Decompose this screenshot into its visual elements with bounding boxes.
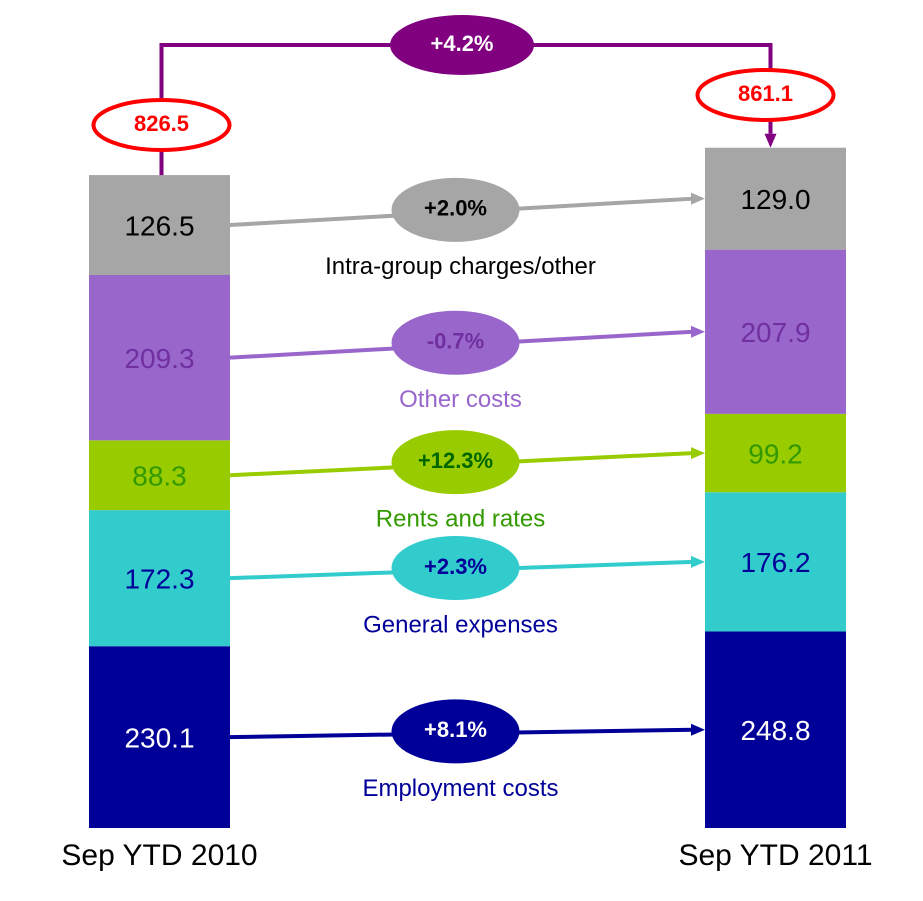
value-label: 88.3 xyxy=(132,461,187,492)
bar-segment xyxy=(89,175,230,275)
arrow-head xyxy=(691,555,705,568)
value-label: 248.8 xyxy=(740,715,810,746)
total-label: 826.5 xyxy=(134,111,189,136)
total-change-bubble xyxy=(390,15,534,75)
series-name: Employment costs xyxy=(362,775,558,802)
total-label: 861.1 xyxy=(738,81,793,106)
change-bubble xyxy=(391,310,520,375)
change-label: +12.3% xyxy=(418,448,493,473)
value-label: 209.3 xyxy=(124,343,194,374)
arrow-head xyxy=(691,325,705,338)
value-label: 172.3 xyxy=(124,564,194,595)
bar-segment xyxy=(89,275,230,441)
bar-segment xyxy=(705,492,846,632)
total-change-label: +4.2% xyxy=(431,31,494,56)
series-name: General expenses xyxy=(363,611,558,638)
category-label: Sep YTD 2011 xyxy=(678,839,872,872)
bar-segment xyxy=(89,510,230,647)
total-bubble xyxy=(91,98,232,152)
change-bubble xyxy=(391,177,520,242)
arrow-head xyxy=(764,133,777,148)
bar-segment xyxy=(705,147,846,250)
bar-segment xyxy=(705,249,846,414)
bar-segment xyxy=(89,440,230,511)
change-bubble xyxy=(391,699,520,764)
bar-segment xyxy=(705,631,846,828)
series-name: Rents and rates xyxy=(376,505,545,532)
change-label: +2.3% xyxy=(424,554,487,579)
arrow-head xyxy=(691,447,705,460)
bar-segment xyxy=(89,646,230,828)
change-bubble xyxy=(391,430,520,495)
change-label: +8.1% xyxy=(424,717,487,742)
value-label: 230.1 xyxy=(124,723,194,754)
total-bubble xyxy=(695,68,836,122)
value-label: 207.9 xyxy=(740,317,810,348)
arrow-head xyxy=(691,192,705,205)
arrow-head xyxy=(691,723,705,736)
category-label: Sep YTD 2010 xyxy=(61,839,257,872)
change-label: -0.7% xyxy=(427,329,484,354)
bar-segment xyxy=(705,413,846,493)
value-label: 129.0 xyxy=(740,184,810,215)
value-label: 99.2 xyxy=(748,438,803,469)
change-bubble xyxy=(391,536,520,601)
series-name: Intra-group charges/other xyxy=(325,253,596,280)
value-label: 126.5 xyxy=(124,210,194,241)
series-name: Other costs xyxy=(399,386,522,413)
change-label: +2.0% xyxy=(424,196,487,221)
value-label: 176.2 xyxy=(740,547,810,578)
